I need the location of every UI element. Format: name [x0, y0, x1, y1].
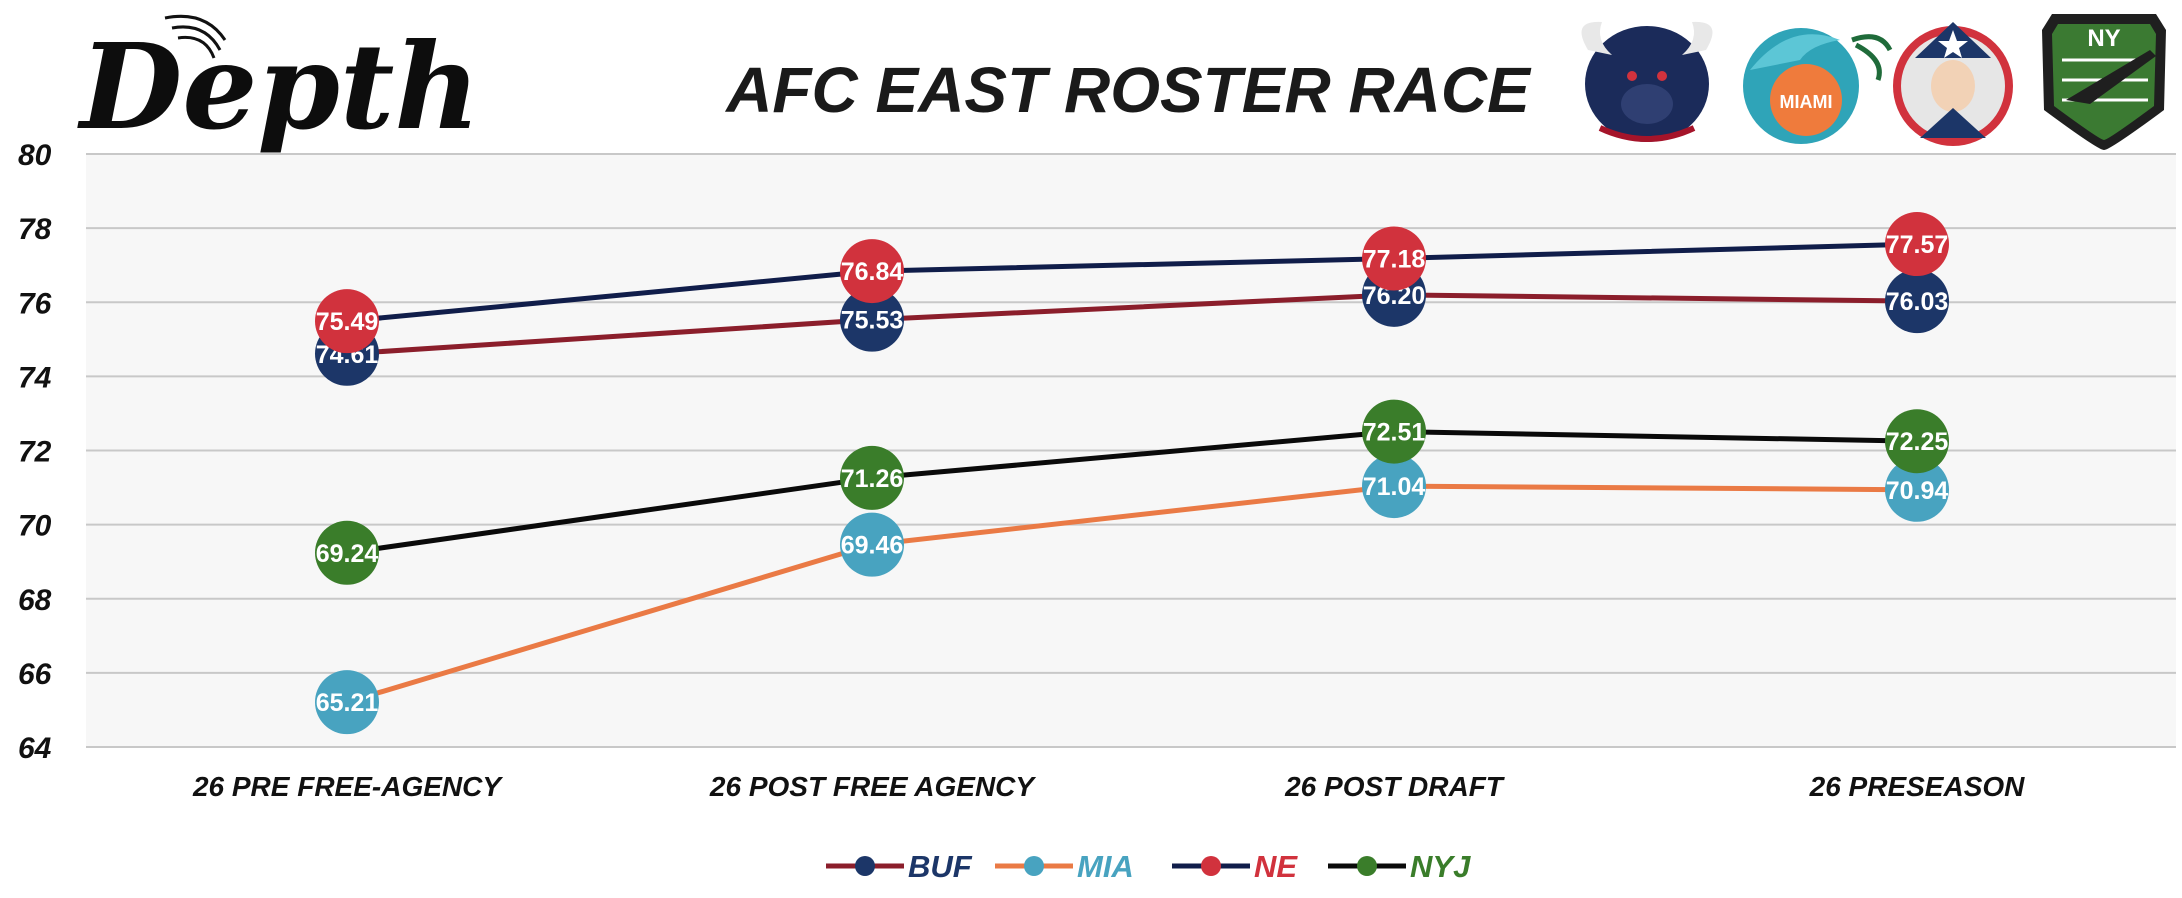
y-tick-label: 70	[18, 510, 52, 543]
data-label: 70.94	[1886, 477, 1949, 505]
data-point-nyj: 71.26	[840, 445, 904, 510]
data-marker	[840, 287, 904, 352]
jets-logo-text: NY	[2087, 25, 2120, 52]
data-point-nyj: 72.25	[1885, 409, 1949, 474]
data-label: 77.18	[1363, 246, 1426, 274]
x-category-label: 26 PRE FREE-AGENCY	[192, 771, 503, 802]
data-label: 75.53	[841, 307, 904, 335]
y-tick-label: 76	[18, 287, 52, 320]
series-line-ne	[346, 241, 1918, 324]
data-label: 69.24	[316, 540, 379, 568]
data-marker	[840, 512, 904, 577]
data-marker	[1362, 399, 1426, 464]
y-tick-label: 64	[18, 732, 52, 765]
data-point-mia: 69.46	[840, 512, 904, 577]
legend-item-buf: BUF	[826, 849, 973, 884]
legend-item-mia: MIA	[995, 849, 1134, 884]
x-category-label: 26 POST DRAFT	[1284, 771, 1506, 802]
data-point-buf: 75.53	[840, 287, 904, 352]
dolphin-icon: MIAMI	[1743, 28, 1893, 144]
legend-label: MIA	[1077, 849, 1134, 884]
data-point-ne: 77.57	[1885, 212, 1949, 277]
series-line-nyj	[346, 429, 1918, 556]
legend-marker	[1024, 856, 1044, 876]
legend-label: NE	[1254, 849, 1298, 884]
data-point-ne: 75.49	[315, 289, 379, 354]
data-point-mia: 71.04	[1362, 454, 1426, 519]
data-point-buf: 76.03	[1885, 269, 1949, 334]
data-point-nyj: 69.24	[315, 520, 379, 585]
series-line-buf	[346, 292, 1918, 357]
data-point-mia: 70.94	[1885, 457, 1949, 522]
y-tick-label: 72	[18, 436, 52, 469]
data-marker	[315, 289, 379, 354]
x-category-label: 26 POST FREE AGENCY	[709, 771, 1036, 802]
legend-marker	[1357, 856, 1377, 876]
series-line-mia	[346, 483, 1918, 705]
data-point-mia: 65.21	[315, 670, 379, 735]
data-label: 76.03	[1886, 288, 1949, 316]
bull-icon	[1581, 21, 1713, 142]
x-axis-categories: 26 PRE FREE-AGENCY 26 POST FREE AGENCY 26 …	[192, 771, 2025, 802]
y-tick-label: 68	[18, 584, 52, 617]
data-marker	[840, 239, 904, 304]
data-marker	[1362, 226, 1426, 291]
data-point-nyj: 72.51	[1362, 399, 1426, 464]
y-tick-label: 66	[18, 658, 52, 691]
legend-label: BUF	[908, 849, 973, 884]
y-tick-label: 80	[18, 139, 52, 172]
legend-marker	[855, 856, 875, 876]
x-category-label: 26 PRESEASON	[1809, 771, 2026, 802]
y-tick-label: 78	[18, 213, 52, 246]
data-marker	[1885, 269, 1949, 334]
legend: BUF MIA NE NYJ	[826, 849, 1471, 884]
legend-item-nyj: NYJ	[1328, 849, 1471, 884]
series-lines	[346, 241, 1918, 705]
data-label: 71.04	[1363, 473, 1426, 501]
data-marker	[840, 445, 904, 510]
dolphin-logo-text: MIAMI	[1780, 92, 1833, 112]
data-marker	[1885, 212, 1949, 277]
team-logos: MIAMI NY	[1581, 14, 2166, 150]
data-point-ne: 76.84	[840, 239, 904, 304]
brand-logo-stripes	[164, 14, 227, 59]
data-marker	[1362, 454, 1426, 519]
brand-logo: Depth	[77, 14, 480, 156]
data-label: 72.25	[1886, 428, 1949, 456]
data-point-ne: 77.18	[1362, 226, 1426, 291]
data-marker	[315, 520, 379, 585]
y-axis-ticks: 64 66 68 70 72 74 76 78 80	[18, 139, 52, 765]
legend-marker	[1201, 856, 1221, 876]
data-label: 77.57	[1886, 231, 1949, 259]
data-label: 75.49	[316, 308, 379, 336]
data-label: 65.21	[316, 689, 379, 717]
data-label: 72.51	[1363, 419, 1426, 447]
chart-title: AFC EAST ROSTER RACE	[724, 54, 1532, 126]
data-marker	[315, 670, 379, 735]
data-label: 69.46	[841, 532, 904, 560]
legend-label: NYJ	[1410, 849, 1471, 884]
data-marker	[1885, 457, 1949, 522]
patriot-icon	[1893, 22, 2013, 146]
brand-logo-text: Depth	[77, 17, 480, 156]
y-tick-label: 74	[18, 361, 52, 394]
jet-shield-icon: NY	[2042, 14, 2166, 150]
data-marker	[1885, 409, 1949, 474]
data-label: 76.84	[841, 258, 904, 286]
data-label: 71.26	[841, 465, 904, 493]
legend-item-ne: NE	[1172, 849, 1298, 884]
